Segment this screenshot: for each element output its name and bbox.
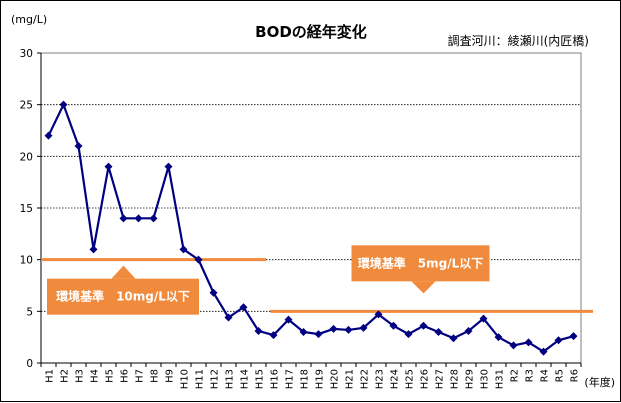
y-axis-label: (mg/L) (11, 13, 47, 26)
data-point-H11 (194, 255, 203, 264)
x-tick-H18: H18 (300, 369, 311, 389)
x-tick-labels: H1 H2 H3 H4 H5 H6 H7 H8 H9 H10 H11 H12 H13 H14 H15 H16 H… (45, 369, 581, 389)
x-tick-H16: H16 (270, 369, 281, 389)
x-tick-H3: H3 (75, 369, 86, 383)
data-point-H19 (314, 330, 323, 339)
standard-callout-2 (351, 245, 490, 282)
data-point-H28 (449, 334, 458, 343)
data-point-H24 (389, 321, 398, 330)
standard-arrow-1 (111, 265, 136, 279)
data-point-H29 (464, 326, 473, 335)
data-point-R6 (569, 332, 578, 341)
y-tick-15: 15 (20, 203, 33, 215)
data-point-H3 (74, 142, 83, 150)
axes (37, 52, 582, 367)
x-tick-H14: H14 (240, 369, 251, 389)
data-point-H5 (104, 162, 113, 171)
data-point-R2 (509, 341, 518, 350)
x-tick-H20: H20 (330, 369, 341, 389)
x-tick-H25: H25 (405, 369, 416, 389)
y-tick-20: 20 (20, 151, 33, 163)
x-tick-H21: H21 (345, 369, 356, 389)
data-point-H1 (44, 131, 53, 140)
data-point-H14 (239, 303, 248, 312)
data-point-R3 (524, 338, 533, 347)
data-series (44, 100, 578, 356)
data-point-H6 (119, 214, 128, 223)
x-tick-H29: H29 (465, 369, 476, 389)
data-point-H10 (179, 245, 188, 254)
x-tick-R4: R4 (540, 369, 551, 382)
x-tick-H12: H12 (210, 369, 221, 389)
x-tick-H30: H30 (480, 369, 491, 389)
x-tick-R2: R2 (510, 369, 521, 382)
x-tick-H23: H23 (375, 369, 386, 389)
data-point-H8 (149, 214, 158, 223)
standard-callout-1 (47, 278, 199, 315)
x-tick-H7: H7 (135, 369, 146, 383)
x-tick-H4: H4 (90, 369, 101, 383)
x-tick-H22: H22 (360, 369, 371, 389)
data-point-H18 (299, 328, 308, 336)
y-tick-25: 25 (20, 100, 33, 112)
data-point-R5 (554, 336, 563, 345)
x-tick-H27: H27 (435, 369, 446, 389)
data-point-H4 (89, 245, 98, 254)
y-tick-30: 30 (20, 48, 33, 60)
data-point-H31 (494, 333, 503, 342)
data-point-H27 (434, 328, 443, 336)
x-tick-H17: H17 (285, 369, 296, 389)
data-point-H21 (344, 325, 353, 334)
data-point-H9 (164, 162, 173, 171)
standard-callout-text-1: 環境基準 10mg/L以下 (56, 289, 190, 304)
standard-callout-text-2: 環境基準 5mg/L以下 (358, 255, 483, 270)
x-tick-H6: H6 (120, 369, 131, 383)
data-point-H7 (134, 214, 143, 223)
data-point-H17 (284, 315, 293, 324)
x-tick-H5: H5 (105, 369, 116, 383)
data-point-H13 (224, 313, 233, 322)
x-axis-label: (年度) (584, 375, 615, 389)
data-point-H15 (254, 326, 263, 335)
x-tick-H24: H24 (390, 369, 401, 389)
x-tick-H28: H28 (450, 369, 461, 389)
chart-title: BODの経年変化 (255, 23, 367, 41)
data-point-R4 (539, 347, 548, 356)
standard-arrow-2 (411, 281, 436, 294)
x-tick-R3: R3 (525, 369, 536, 382)
x-tick-H10: H10 (180, 369, 191, 389)
data-point-H12 (209, 288, 218, 297)
data-point-H20 (329, 324, 338, 333)
x-tick-H9: H9 (165, 369, 176, 383)
data-point-H23 (374, 310, 383, 319)
data-point-H26 (419, 321, 428, 330)
data-point-H2 (59, 100, 68, 109)
y-tick-10: 10 (20, 255, 33, 267)
standard-lines: 環境基準 10mg/L以下 環境基準 5mg/L以下 (41, 245, 593, 315)
x-tick-H31: H31 (495, 369, 506, 389)
data-point-H16 (269, 331, 278, 340)
x-tick-H1: H1 (45, 369, 56, 383)
y-tick-labels: 0 5 10 15 20 25 30 (20, 48, 33, 370)
data-point-H25 (404, 330, 413, 339)
data-point-H30 (479, 314, 488, 323)
data-point-H22 (359, 323, 368, 332)
x-tick-R5: R5 (555, 369, 566, 382)
x-tick-H19: H19 (315, 369, 326, 389)
x-tick-H26: H26 (420, 369, 431, 389)
x-tick-H11: H11 (195, 369, 206, 389)
x-tick-H2: H2 (60, 369, 71, 383)
y-tick-0: 0 (26, 358, 33, 370)
x-tick-H13: H13 (225, 369, 236, 389)
x-tick-H8: H8 (150, 369, 161, 383)
x-tick-R6: R6 (570, 369, 581, 382)
chart-subtitle: 調査河川：綾瀬川(内匠橋) (448, 33, 589, 48)
y-tick-5: 5 (26, 306, 33, 318)
x-tick-H15: H15 (255, 369, 266, 389)
